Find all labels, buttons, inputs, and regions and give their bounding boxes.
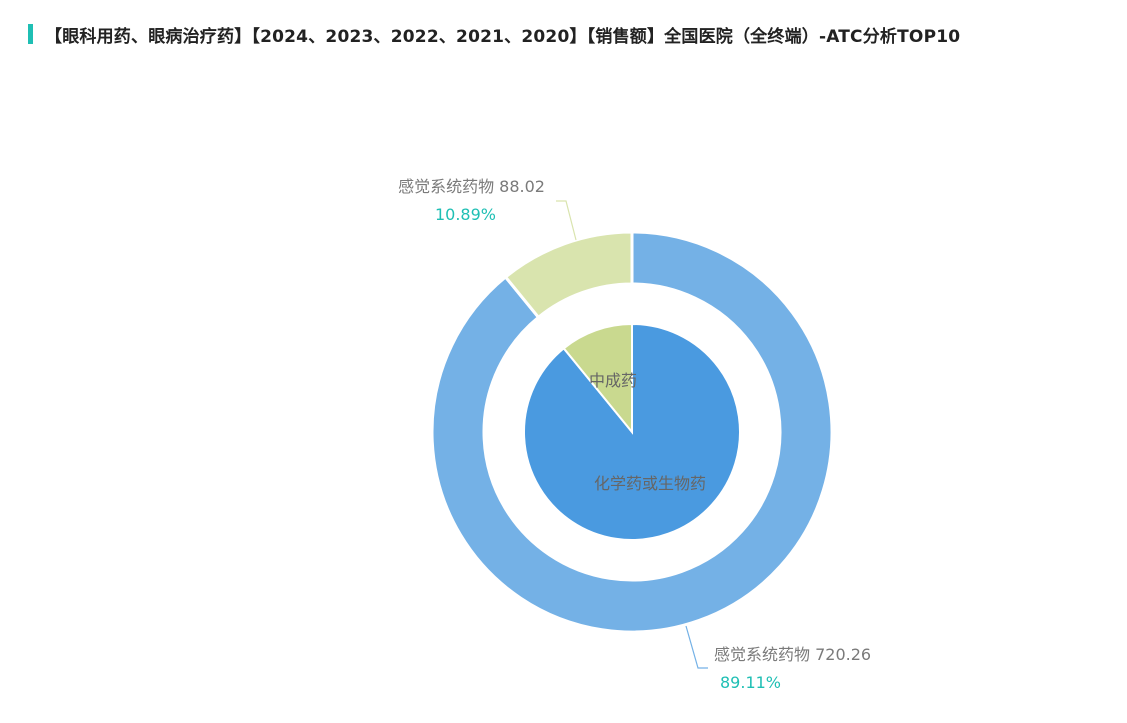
chart-title: 【眼科用药、眼病治疗药】【2024、2023、2022、2021、2020】【销… xyxy=(45,27,961,47)
inner-slice-2 xyxy=(562,322,633,435)
outer-label-1-percent: 89.11% xyxy=(720,673,781,692)
outer-label-2-percent: 10.89% xyxy=(435,205,496,224)
title-accent-bar xyxy=(28,24,33,44)
outer-label-1-name: 感觉系统药物 720.26 xyxy=(714,645,871,664)
inner-label-1: 化学药或生物药 xyxy=(594,474,706,493)
leader-line-2 xyxy=(556,200,577,241)
outer-slice-1 xyxy=(430,230,834,634)
outer-slice-2 xyxy=(504,230,634,319)
leader-line-1 xyxy=(685,625,708,669)
inner-label-2: 中成药 xyxy=(589,371,637,390)
outer-label-2-name: 感觉系统药物 88.02 xyxy=(398,177,545,196)
